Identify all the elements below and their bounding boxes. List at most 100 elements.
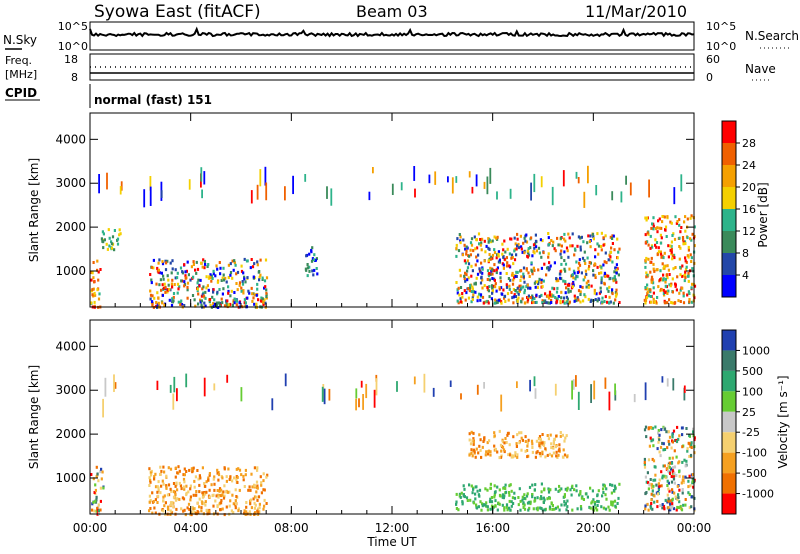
power-cell	[609, 258, 612, 262]
velocity-cell	[656, 447, 659, 451]
power-cell	[607, 258, 610, 262]
velocity-cell	[558, 447, 561, 451]
power-cell	[562, 296, 566, 300]
power-cell	[589, 245, 592, 249]
power-colorbar-tick-label: 8	[742, 247, 749, 260]
power-cell	[491, 277, 494, 280]
power-cell	[248, 291, 251, 295]
velocity-cell	[461, 502, 464, 506]
power-cell	[166, 288, 169, 292]
velocity-cell	[484, 487, 487, 491]
power-cell	[158, 271, 161, 275]
power-cell	[512, 274, 515, 278]
power-cell	[229, 262, 232, 266]
power-cell	[247, 289, 250, 293]
velocity-cell	[653, 494, 656, 498]
power-cell	[467, 296, 470, 300]
velocity-cell	[490, 500, 494, 504]
velocity-cell	[596, 508, 599, 512]
power-cell	[615, 263, 618, 267]
velocity-cell	[597, 489, 600, 493]
velocity-cell	[570, 493, 573, 497]
power-cell	[540, 278, 543, 282]
velocity-cell	[502, 486, 505, 490]
power-cell	[654, 238, 657, 242]
velocity-cell	[678, 474, 681, 478]
velocity-cell	[673, 481, 676, 485]
velocity-cell	[674, 495, 677, 499]
power-cell	[588, 264, 591, 268]
power-cell	[257, 270, 260, 274]
power-cell	[233, 261, 236, 265]
power-cell	[520, 269, 523, 273]
power-cell	[479, 293, 483, 297]
velocity-cell	[455, 502, 458, 506]
power-cell	[563, 259, 566, 262]
power-cell	[258, 278, 261, 282]
power-cell	[602, 243, 605, 247]
velocity-cell	[170, 511, 173, 515]
power-cell	[606, 274, 609, 278]
power-cell	[491, 291, 494, 295]
velocity-cell	[667, 439, 670, 443]
power-cell	[464, 261, 467, 265]
power-cell	[505, 272, 508, 275]
velocity-cell	[163, 504, 166, 508]
power-cell	[532, 300, 535, 304]
velocity-cell	[534, 455, 537, 459]
power-cell	[693, 284, 697, 288]
velocity-cell	[195, 493, 198, 497]
velocity-cell	[691, 480, 694, 483]
power-cell	[208, 300, 211, 304]
velocity-cell	[675, 474, 678, 477]
power-cell	[583, 275, 587, 279]
power-cell	[98, 292, 101, 296]
velocity-cell	[227, 467, 230, 471]
power-ytick-label: 2000	[55, 220, 86, 234]
power-cell	[202, 291, 205, 295]
velocity-cell	[244, 473, 247, 477]
velocity-cell	[565, 508, 568, 512]
velocity-colorbar-tick-label: -100	[742, 447, 767, 460]
velocity-cell	[180, 507, 183, 511]
power-cell	[541, 301, 544, 305]
power-cell	[162, 286, 165, 290]
power-cell	[502, 255, 505, 259]
velocity-cell	[552, 446, 555, 450]
power-cell	[200, 167, 203, 182]
velocity-cell	[166, 505, 170, 509]
velocity-cell	[656, 499, 659, 503]
velocity-cell	[683, 387, 686, 401]
nave-label: Nave	[745, 62, 776, 76]
velocity-cell	[546, 453, 549, 457]
power-cell	[582, 240, 585, 244]
velocity-cell	[550, 442, 553, 446]
velocity-cell	[650, 502, 653, 505]
power-cell	[200, 261, 203, 265]
power-cell	[241, 280, 244, 283]
power-cell	[158, 283, 161, 287]
power-cell	[93, 291, 96, 295]
velocity-cell	[470, 484, 473, 488]
power-cell	[516, 299, 519, 303]
velocity-cell	[218, 493, 221, 497]
velocity-cell	[552, 439, 555, 443]
power-cell	[594, 273, 597, 277]
velocity-cell	[681, 491, 684, 495]
velocity-cell	[217, 478, 220, 482]
power-cell	[564, 282, 567, 286]
velocity-cell	[163, 470, 166, 474]
power-cell	[618, 247, 621, 251]
velocity-cell	[498, 456, 501, 460]
power-cell	[671, 277, 674, 281]
velocity-cell	[481, 445, 484, 449]
nsearch-tick-bottom: 10^0	[706, 40, 736, 53]
velocity-cell	[661, 441, 664, 445]
power-cell	[564, 280, 567, 284]
velocity-cell	[223, 484, 226, 488]
power-cell	[571, 285, 574, 289]
velocity-cell	[475, 506, 479, 510]
power-cell	[218, 301, 222, 305]
power-cell	[589, 234, 592, 238]
velocity-cell	[688, 493, 691, 496]
